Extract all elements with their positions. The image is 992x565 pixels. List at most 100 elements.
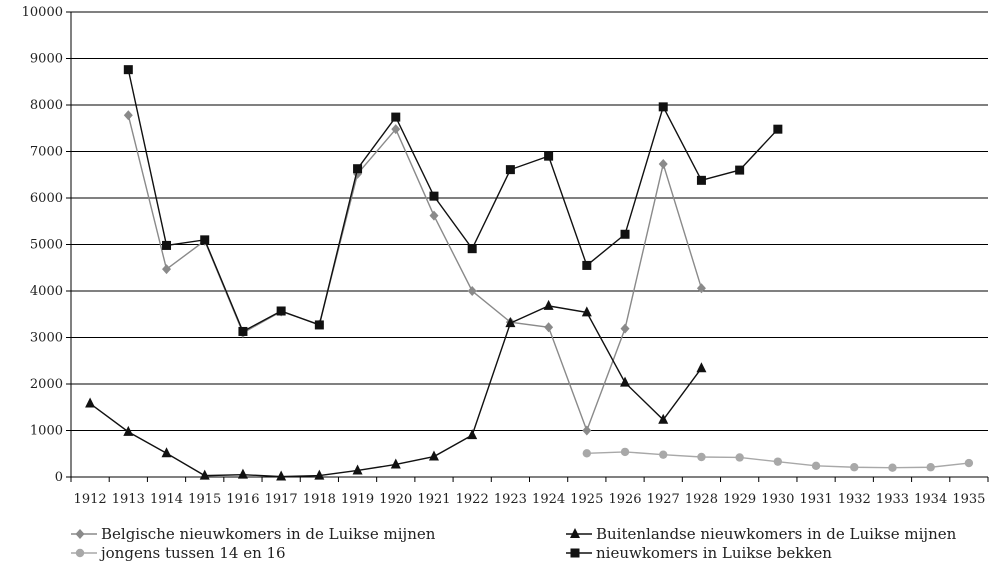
y-tick-label: 0 — [55, 470, 63, 485]
series-circle — [582, 447, 974, 472]
y-tick-label: 7000 — [30, 145, 63, 160]
legend-item: Buitenlandse nieuwkomers in de Luikse mi… — [566, 525, 957, 543]
x-tick-label: 1924 — [532, 492, 565, 507]
x-tick-label: 1933 — [876, 492, 909, 507]
data-point — [696, 175, 706, 185]
data-point — [850, 463, 859, 472]
series-triangle — [85, 299, 707, 481]
data-point — [658, 159, 668, 170]
x-tick-label: 1935 — [952, 492, 985, 507]
data-point — [467, 286, 477, 296]
x-tick-label: 1923 — [494, 492, 527, 507]
data-point — [199, 469, 210, 480]
legend-label: jongens tussen 14 en 16 — [99, 544, 286, 562]
x-tick-label: 1914 — [150, 492, 183, 507]
data-point — [888, 463, 897, 472]
x-tick-label: 1913 — [112, 492, 145, 507]
y-tick-label: 9000 — [30, 52, 63, 67]
x-tick-label: 1929 — [723, 492, 756, 507]
data-point — [620, 447, 630, 457]
data-point — [544, 322, 554, 333]
data-point — [658, 102, 668, 112]
x-tick-label: 1921 — [417, 492, 450, 507]
legend: Belgische nieuwkomers in de Luikse mijne… — [71, 525, 957, 562]
x-tick-label: 1926 — [608, 492, 641, 507]
grid-lines — [71, 11, 988, 431]
data-point — [391, 124, 401, 135]
data-point — [314, 320, 324, 330]
data-point — [314, 469, 325, 480]
x-tick-label: 1912 — [74, 492, 107, 507]
legend-label: Buitenlandse nieuwkomers in de Luikse mi… — [596, 525, 957, 543]
y-tick-label: 8000 — [30, 98, 63, 113]
y-tick-label: 1000 — [30, 424, 63, 439]
series-line — [89, 305, 703, 478]
legend-item: nieuwkomers in Luikse bekken — [566, 544, 832, 562]
x-tick-label: 1918 — [303, 492, 336, 507]
data-point — [352, 464, 363, 475]
x-tick-label: 1925 — [570, 492, 603, 507]
data-point — [582, 260, 592, 270]
legend-label: Belgische nieuwkomers in de Luikse mijne… — [101, 525, 436, 543]
x-tick-label: 1927 — [647, 492, 680, 507]
data-point — [696, 362, 707, 373]
data-point — [162, 264, 172, 275]
data-point — [162, 240, 172, 250]
series-square — [123, 65, 783, 336]
data-point — [428, 450, 439, 461]
data-point — [659, 450, 668, 459]
data-point — [773, 124, 783, 134]
x-tick-labels: 1912 1913 1914 1915 1916 1917 1918 1919 1920 1921… — [74, 492, 986, 507]
data-point — [391, 112, 401, 122]
legend-marker — [570, 528, 580, 538]
legend-marker — [570, 548, 580, 558]
data-point — [773, 457, 783, 466]
y-tick-label: 6000 — [30, 191, 63, 206]
x-tick-label: 1919 — [341, 492, 374, 507]
data-point — [237, 468, 248, 479]
data-point — [620, 376, 631, 387]
legend-label: nieuwkomers in Luikse bekken — [596, 544, 832, 562]
data-point — [620, 323, 630, 334]
x-tick-label: 1920 — [379, 492, 412, 507]
data-point — [735, 453, 744, 462]
data-point — [582, 425, 592, 436]
series-layer — [85, 65, 974, 481]
data-point — [429, 210, 439, 221]
data-point — [276, 306, 286, 316]
y-tick-label: 3000 — [30, 331, 63, 346]
data-point — [467, 244, 477, 254]
x-tick-label: 1915 — [188, 492, 221, 507]
series-line — [127, 115, 703, 433]
legend-item: Belgische nieuwkomers in de Luikse mijne… — [71, 525, 436, 543]
data-point — [543, 299, 554, 310]
axes — [66, 11, 989, 482]
legend-item: jongens tussen 14 en 16 — [71, 544, 286, 562]
data-point — [926, 463, 935, 472]
y-tick-label: 4000 — [30, 284, 63, 299]
x-tick-label: 1922 — [456, 492, 489, 507]
data-point — [161, 447, 172, 458]
data-point — [123, 65, 133, 75]
data-point — [123, 110, 133, 121]
data-point — [697, 452, 706, 462]
data-point — [238, 326, 248, 336]
series-line — [127, 69, 779, 333]
legend-marker — [75, 529, 85, 539]
y-tick-label: 2000 — [30, 377, 63, 392]
data-point — [581, 306, 592, 317]
y-tick-labels: 0 1000 2000 3000 4000 5000 6000 7000 8000 9000 100… — [22, 5, 63, 485]
data-point — [696, 283, 706, 294]
data-point — [429, 191, 439, 201]
data-point — [467, 429, 478, 440]
data-point — [200, 235, 210, 245]
legend-marker — [75, 548, 85, 558]
data-point — [390, 458, 401, 469]
x-tick-label: 1931 — [800, 492, 833, 507]
x-tick-label: 1934 — [914, 492, 947, 507]
x-tick-label: 1932 — [838, 492, 871, 507]
data-point — [658, 413, 669, 424]
data-point — [544, 151, 554, 161]
data-point — [620, 229, 630, 239]
